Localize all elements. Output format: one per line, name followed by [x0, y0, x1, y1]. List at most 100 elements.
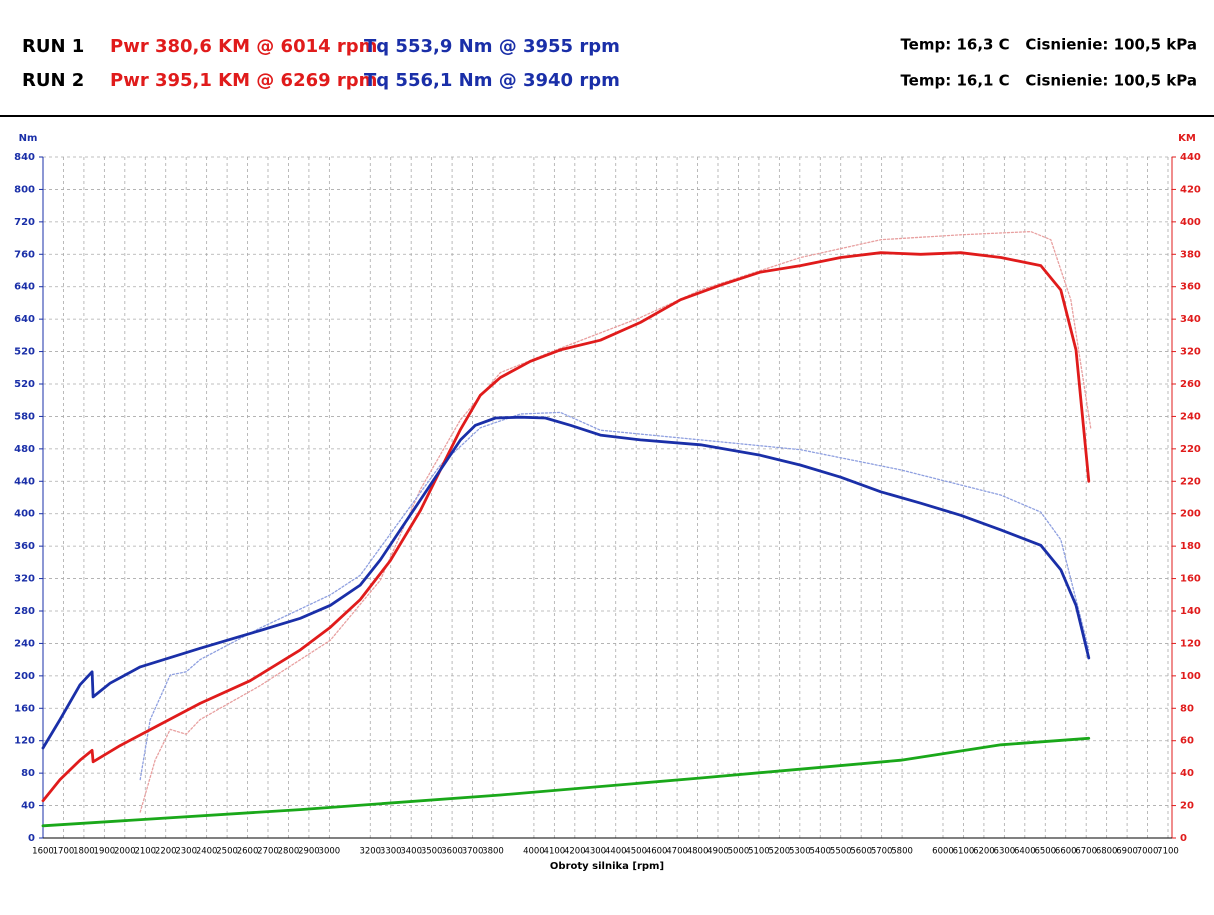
x-tick-label: 6700: [1075, 847, 1097, 857]
y2-tick-label: 140: [1180, 606, 1201, 617]
data-line: [139, 411, 1090, 781]
y2-tick-label: 180: [1180, 541, 1201, 552]
x-tick-label: 6600: [1055, 847, 1077, 857]
x-tick-label: 6100: [953, 847, 975, 857]
y-tick-label: 640: [14, 314, 35, 325]
y2-tick-label: 260: [1180, 379, 1201, 390]
x-tick-label: 6400: [1014, 847, 1036, 857]
y2-tick-label: 80: [1180, 703, 1194, 714]
y2-tick-label: 220: [1180, 476, 1201, 487]
x-tick-label: 1900: [94, 847, 116, 857]
y-tick-label: 640: [14, 282, 35, 293]
y-tick-label: 480: [14, 444, 35, 455]
x-tick-label: 2400: [196, 847, 218, 857]
x-tick-label: 1700: [53, 847, 75, 857]
y-tick-label: 440: [14, 476, 35, 487]
x-tick-label: 6200: [973, 847, 995, 857]
y2-tick-label: 320: [1180, 347, 1201, 358]
y-tick-label: 760: [14, 249, 35, 260]
x-tick-label: 3200: [359, 847, 381, 857]
x-tick-label: 7100: [1157, 847, 1179, 857]
x-tick-label: 4100: [544, 847, 566, 857]
run-power: Pwr 380,6 KM @ 6014 rpm: [110, 36, 377, 57]
y-tick-label: 200: [14, 671, 35, 682]
y2-tick-label: 240: [1180, 411, 1201, 422]
y-tick-label: 80: [21, 768, 35, 779]
run-label: RUN 1: [22, 36, 84, 57]
y2-tick-label: 380: [1180, 249, 1201, 260]
x-tick-label: 4300: [584, 847, 606, 857]
x-tick-label: 6500: [1034, 847, 1056, 857]
x-tick-label: 5000: [728, 847, 750, 857]
y-tick-label: 120: [14, 736, 35, 747]
x-tick-label: 2100: [134, 847, 156, 857]
y-tick-label: 520: [14, 379, 35, 390]
x-tick-label: 4800: [687, 847, 709, 857]
y2-tick-label: 440: [1180, 152, 1201, 163]
run-label: RUN 2: [22, 70, 84, 91]
y2-tick-label: 20: [1180, 801, 1194, 812]
run-torque: Tq 556,1 Nm @ 3940 rpm: [364, 70, 620, 91]
x-tick-label: 4000: [523, 847, 545, 857]
x-tick-label: 5300: [789, 847, 811, 857]
y2-tick-label: 60: [1180, 736, 1194, 747]
y2-tick-label: 220: [1180, 444, 1201, 455]
y-tick-label: 0: [28, 833, 35, 844]
x-tick-label: 3600: [441, 847, 463, 857]
x-tick-label: 5400: [809, 847, 831, 857]
y2-tick-label: 40: [1180, 768, 1194, 779]
x-tick-label: 3000: [319, 847, 341, 857]
y2-tick-label: 100: [1180, 671, 1201, 682]
y-tick-label: 280: [14, 606, 35, 617]
y-tick-label: 160: [14, 703, 35, 714]
y-tick-label: 840: [14, 152, 35, 163]
x-tick-label: 5200: [769, 847, 791, 857]
run-power: Pwr 395,1 KM @ 6269 rpm: [110, 70, 377, 91]
x-tick-label: 2600: [237, 847, 259, 857]
y-tick-label: 800: [14, 184, 35, 195]
x-tick-label: 4600: [646, 847, 668, 857]
x-tick-label: 3300: [380, 847, 402, 857]
y2-tick-label: 120: [1180, 638, 1201, 649]
x-tick-label: 3800: [482, 847, 504, 857]
y2-tick-label: 160: [1180, 574, 1201, 585]
x-tick-label: 4400: [605, 847, 627, 857]
x-tick-label: 3500: [421, 847, 443, 857]
data-line: [41, 251, 1091, 803]
x-tick-label: 3700: [462, 847, 484, 857]
x-tick-label: 6300: [994, 847, 1016, 857]
x-tick-label: 3400: [400, 847, 422, 857]
x-tick-label: 6000: [932, 847, 954, 857]
run-conditions: Temp: 16,3 C Cisnienie: 100,5 kPa: [900, 36, 1197, 54]
x-tick-label: 2000: [114, 847, 136, 857]
x-tick-label: 4200: [564, 847, 586, 857]
x-tick-label: 5800: [891, 847, 913, 857]
y2-tick-label: 420: [1180, 184, 1201, 195]
y2-axis-label: KM: [1178, 133, 1196, 144]
x-tick-label: 2700: [257, 847, 279, 857]
data-line: [139, 230, 1092, 813]
y-tick-label: 360: [14, 541, 35, 552]
y-tick-label: 40: [21, 801, 35, 812]
x-tick-label: 2200: [155, 847, 177, 857]
x-tick-label: 5500: [830, 847, 852, 857]
y2-tick-label: 340: [1180, 314, 1201, 325]
x-tick-label: 2300: [175, 847, 197, 857]
y2-tick-label: 360: [1180, 282, 1201, 293]
x-tick-label: 6900: [1116, 847, 1138, 857]
run-torque: Tq 553,9 Nm @ 3955 rpm: [364, 36, 620, 57]
y-tick-label: 320: [14, 574, 35, 585]
x-tick-label: 6800: [1096, 847, 1118, 857]
x-tick-label: 1600: [32, 847, 54, 857]
y-tick-label: 400: [14, 509, 35, 520]
y2-tick-label: 400: [1180, 217, 1201, 228]
x-tick-label: 4700: [666, 847, 688, 857]
y-tick-label: 580: [14, 411, 35, 422]
x-tick-label: 2900: [298, 847, 320, 857]
y2-tick-label: 200: [1180, 509, 1201, 520]
x-tick-label: 4900: [707, 847, 729, 857]
x-tick-label: 2500: [216, 847, 238, 857]
y-tick-label: 520: [14, 347, 35, 358]
x-tick-label: 5700: [871, 847, 893, 857]
header: RUN 1 Pwr 380,6 KM @ 6014 rpm Tq 553,9 N…: [0, 36, 1214, 117]
